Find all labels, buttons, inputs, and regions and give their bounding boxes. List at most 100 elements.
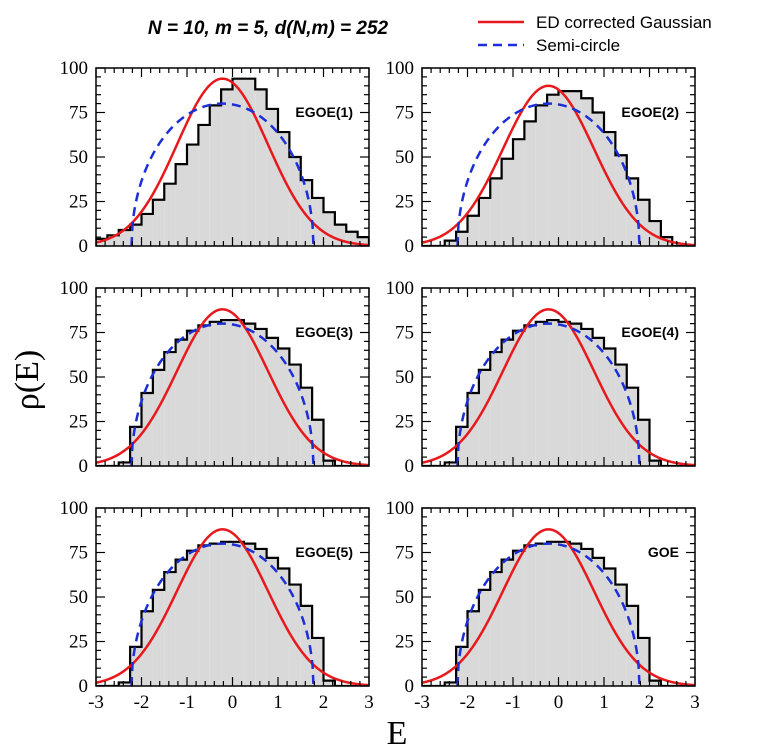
histogram-bar (638, 637, 650, 686)
x-tick-label: -3 (414, 692, 430, 713)
y-tick-label: 75 (395, 103, 414, 124)
histogram-bar (547, 541, 559, 686)
x-tick-label: -1 (505, 692, 521, 713)
y-tick-label: 25 (69, 632, 88, 653)
histogram-bar (569, 323, 582, 466)
panel-label: EGOE(3) (295, 324, 353, 340)
histogram-outline (96, 77, 369, 246)
histogram-bar (96, 238, 108, 246)
histogram-bar (501, 158, 513, 246)
histogram-bar (312, 637, 324, 686)
y-tick-label: 75 (69, 103, 88, 124)
histogram-bar (312, 197, 324, 246)
histogram-bar (346, 231, 358, 246)
histogram-bar (152, 369, 165, 466)
x-tick-label: -1 (179, 692, 195, 713)
histogram-bar (535, 543, 548, 686)
semicircle-curve (130, 322, 315, 466)
x-axis-title: E (387, 715, 408, 752)
histogram-bar (118, 229, 131, 246)
y-tick-label: 25 (395, 632, 414, 653)
gaussian-curve (96, 528, 369, 686)
gaussian-curve (422, 528, 695, 686)
histogram-bar (649, 221, 661, 246)
histogram-bar (604, 132, 616, 246)
y-tick-label: 75 (69, 323, 88, 344)
histogram-bar (300, 605, 313, 686)
histogram-bar (501, 339, 513, 466)
histogram-bar (604, 348, 616, 466)
histogram-bar (266, 557, 278, 686)
histogram-outline (96, 318, 369, 466)
y-tick-label: 50 (395, 587, 414, 608)
gaussian-curve (422, 84, 695, 246)
panel-egoe4: 0 25 50 75 100 EGOE(4) (386, 278, 696, 477)
histogram-bar (130, 224, 142, 246)
x-tick-label: 3 (690, 692, 700, 713)
y-tick-label: 50 (69, 587, 88, 608)
histogram-bar (187, 330, 199, 466)
histogram-bar (323, 460, 335, 466)
histogram-bar (198, 124, 210, 246)
histogram-bar (513, 139, 525, 246)
histogram-bar (513, 550, 525, 686)
histogram-bar (357, 237, 369, 246)
histogram-bar (558, 541, 570, 686)
histogram-bar (444, 240, 457, 246)
x-tick-label: 0 (554, 692, 564, 713)
histogram-bar (467, 215, 479, 246)
histogram-bar (107, 235, 119, 246)
histogram-bar (152, 589, 165, 686)
panel-label: EGOE(4) (621, 324, 679, 340)
histogram-bar (456, 426, 468, 466)
histogram-bar (152, 199, 165, 246)
y-tick-label: 0 (79, 236, 89, 257)
histogram-bar (478, 197, 491, 246)
histogram-bar (232, 78, 244, 247)
histogram-bar (535, 321, 548, 466)
legend: ED corrected Gaussian Semi-circle (478, 13, 712, 55)
y-tick-label: 100 (60, 278, 89, 299)
semicircle-curve (130, 542, 315, 686)
y-tick-label: 100 (386, 278, 415, 299)
y-tick-label: 25 (395, 192, 414, 213)
histogram-bar (490, 572, 502, 686)
histogram-bar (130, 646, 142, 686)
y-tick-label: 25 (69, 412, 88, 433)
histogram-bar (243, 323, 256, 466)
histogram-bar (175, 559, 187, 686)
histogram-bar (164, 572, 176, 686)
histogram-outline (422, 90, 695, 246)
histogram-bar (615, 364, 627, 466)
panel-label: EGOE(2) (621, 104, 679, 120)
histogram-bar (490, 178, 502, 246)
x-tick-label: 1 (599, 692, 609, 713)
histogram-bar (547, 94, 559, 246)
histogram-bar (592, 557, 604, 686)
y-tick-label: 50 (395, 367, 414, 388)
histogram-bar (604, 568, 616, 686)
y-tick-label: 100 (386, 498, 415, 519)
chart-title: N = 10, m = 5, d(N,m) = 252 (148, 18, 389, 39)
histogram-bar (243, 78, 256, 247)
histogram-bar (592, 112, 604, 246)
histogram-bar (312, 419, 324, 466)
histogram-bar (289, 364, 301, 466)
histogram-bar (535, 105, 548, 246)
histogram-bar (444, 682, 457, 686)
panel-egoe2: 0 25 50 75 100 EGOE(2) (386, 58, 696, 257)
histogram-bar (501, 559, 513, 686)
histogram-bar (626, 605, 639, 686)
y-tick-label: 75 (395, 323, 414, 344)
y-tick-label: 0 (79, 456, 89, 477)
histogram-bar (615, 584, 627, 686)
histogram-bar (175, 339, 187, 466)
histogram-bar (581, 548, 593, 686)
histogram-bar (513, 330, 525, 466)
x-tick-label: 2 (645, 692, 655, 713)
histogram-bar (323, 212, 335, 246)
panel-egoe5: 0 25 50 75 100 -3 -2 -1 0 1 2 3 EGOE(5) (60, 498, 374, 713)
histogram-bar (547, 320, 559, 466)
x-tick-label: 1 (273, 692, 283, 713)
y-axis-title: ρ(E) (9, 350, 46, 410)
